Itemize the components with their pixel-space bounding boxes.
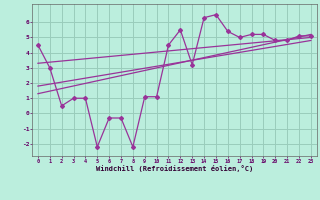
X-axis label: Windchill (Refroidissement éolien,°C): Windchill (Refroidissement éolien,°C) <box>96 165 253 172</box>
